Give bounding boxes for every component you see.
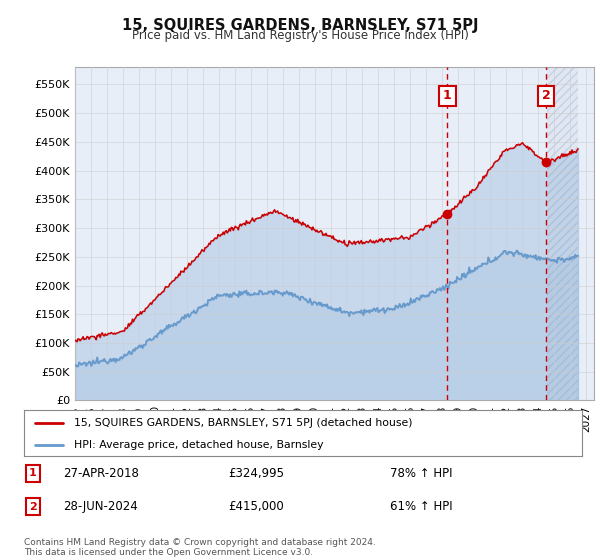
Text: 15, SQUIRES GARDENS, BARNSLEY, S71 5PJ (detached house): 15, SQUIRES GARDENS, BARNSLEY, S71 5PJ (… — [74, 418, 413, 428]
Text: 2: 2 — [29, 502, 37, 512]
Text: 61% ↑ HPI: 61% ↑ HPI — [390, 500, 452, 514]
Text: 2: 2 — [542, 90, 550, 102]
Text: 15, SQUIRES GARDENS, BARNSLEY, S71 5PJ: 15, SQUIRES GARDENS, BARNSLEY, S71 5PJ — [122, 18, 478, 33]
Text: £415,000: £415,000 — [228, 500, 284, 514]
Text: 1: 1 — [443, 90, 452, 102]
Text: HPI: Average price, detached house, Barnsley: HPI: Average price, detached house, Barn… — [74, 440, 324, 450]
Text: Contains HM Land Registry data © Crown copyright and database right 2024.
This d: Contains HM Land Registry data © Crown c… — [24, 538, 376, 557]
Text: £324,995: £324,995 — [228, 466, 284, 480]
Text: 27-APR-2018: 27-APR-2018 — [63, 466, 139, 480]
Text: 78% ↑ HPI: 78% ↑ HPI — [390, 466, 452, 480]
Text: 28-JUN-2024: 28-JUN-2024 — [63, 500, 138, 514]
Text: Price paid vs. HM Land Registry's House Price Index (HPI): Price paid vs. HM Land Registry's House … — [131, 29, 469, 42]
Text: 1: 1 — [29, 468, 37, 478]
